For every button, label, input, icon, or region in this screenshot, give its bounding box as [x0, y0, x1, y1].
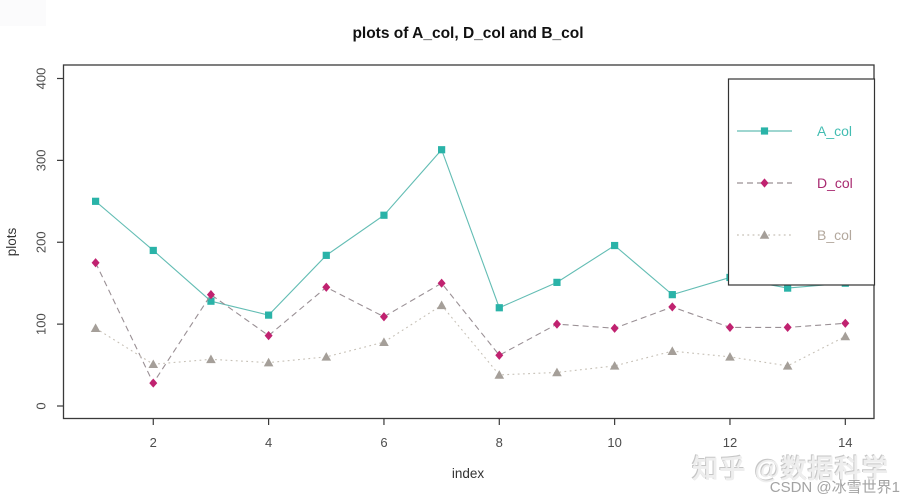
legend-label-B_col: B_col — [817, 227, 852, 243]
legend-marker-A_col — [760, 127, 769, 135]
data-point-A_col — [92, 197, 100, 205]
y-tick-label: 100 — [34, 313, 49, 335]
y-tick-label: 200 — [34, 231, 49, 253]
x-tick-label: 6 — [380, 435, 387, 450]
series-line-A_col — [95, 148, 846, 316]
y-axis-label: plots — [4, 227, 19, 256]
data-point-D_col — [206, 290, 215, 300]
legend-item-B_col: B_col — [737, 227, 852, 243]
data-point-A_col — [553, 278, 561, 286]
data-point-B_col — [494, 370, 505, 379]
data-point-B_col — [725, 352, 735, 361]
legend-marker-B_col — [759, 230, 770, 239]
data-point-D_col — [322, 282, 331, 292]
legend-box — [727, 78, 876, 286]
data-point-D_col — [495, 350, 504, 360]
data-point-B_col — [263, 357, 274, 367]
data-point-A_col — [207, 297, 215, 305]
data-point-B_col — [90, 323, 101, 333]
legend-item-A_col: A_col — [737, 123, 852, 139]
legend-label-A_col: A_col — [817, 123, 852, 139]
x-axis-ticks: 2 4 6 8 10 12 14 — [150, 418, 853, 450]
data-point-B_col — [667, 346, 678, 355]
data-point-A_col — [495, 304, 503, 312]
x-tick-label: 10 — [607, 435, 621, 450]
x-tick-label: 8 — [496, 435, 503, 450]
data-point-B_col — [552, 367, 562, 377]
legend-label-D_col: D_col — [817, 175, 853, 191]
data-point-D_col — [610, 323, 619, 333]
x-tick-label: 2 — [150, 435, 157, 450]
series-D_col — [91, 258, 850, 388]
data-point-A_col — [149, 246, 157, 255]
data-point-B_col — [782, 361, 793, 370]
series-line-D_col — [95, 262, 846, 385]
data-point-D_col — [841, 318, 850, 328]
watermark-zhihu: 知乎 @数据科学 — [692, 454, 889, 484]
data-point-D_col — [783, 322, 792, 332]
y-axis-ticks: 0 100 200 300 400 — [34, 68, 64, 410]
data-point-A_col — [668, 291, 676, 299]
data-point-D_col — [552, 319, 561, 329]
x-tick-label: 4 — [265, 435, 272, 450]
data-point-D_col — [149, 378, 158, 388]
data-point-D_col — [91, 258, 100, 268]
data-point-B_col — [148, 359, 159, 369]
legend: A_col D_col B_col — [727, 78, 876, 286]
data-point-B_col — [321, 352, 332, 361]
data-point-B_col — [609, 361, 620, 370]
watermark-csdn: CSDN @冰雪世界1 — [769, 479, 900, 496]
corner-artifact — [0, 0, 46, 26]
data-point-A_col — [380, 211, 388, 219]
data-point-D_col — [379, 312, 388, 322]
data-point-A_col — [438, 146, 446, 154]
x-tick-label: 12 — [723, 435, 737, 450]
x-tick-label: 14 — [838, 435, 852, 450]
data-point-B_col — [840, 331, 851, 341]
data-point-D_col — [668, 302, 677, 312]
data-point-B_col — [379, 337, 389, 346]
data-point-B_col — [436, 300, 447, 310]
x-axis-label: index — [452, 466, 485, 481]
chart-title: plots of A_col, D_col and B_col — [352, 25, 583, 42]
data-point-B_col — [206, 354, 216, 364]
y-tick-label: 300 — [34, 150, 49, 172]
data-point-D_col — [437, 278, 446, 288]
legend-marker-D_col — [760, 178, 769, 188]
data-point-D_col — [725, 322, 734, 332]
data-point-A_col — [265, 311, 273, 319]
series-lines — [90, 146, 851, 388]
data-point-D_col — [264, 330, 273, 341]
data-point-A_col — [611, 241, 619, 250]
data-point-A_col — [322, 251, 330, 259]
y-tick-label: 400 — [34, 68, 49, 90]
data-point-A_col — [784, 284, 792, 292]
y-tick-label: 0 — [34, 402, 49, 409]
legend-item-D_col: D_col — [737, 175, 853, 191]
series-line-B_col — [95, 304, 846, 376]
series-B_col — [90, 300, 851, 379]
